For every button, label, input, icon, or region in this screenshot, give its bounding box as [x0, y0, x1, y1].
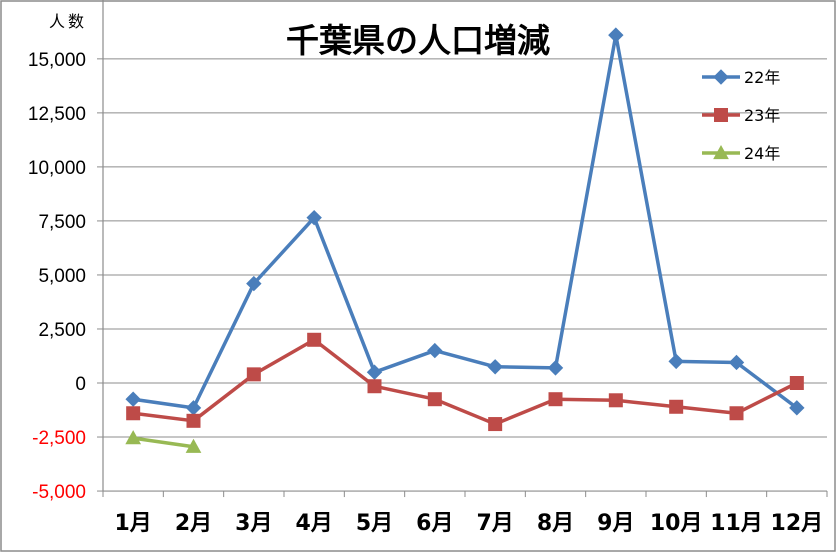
- data-point-marker: [126, 406, 141, 421]
- y-tick-label: 12,500: [28, 104, 86, 125]
- legend: 22年 23年 24年: [702, 68, 780, 163]
- y-tick-label: 15,000: [28, 50, 86, 71]
- data-point-marker: [427, 392, 442, 407]
- data-point-marker: [306, 209, 322, 226]
- x-tick-label: 5月: [356, 511, 393, 536]
- series-layer: [125, 27, 805, 453]
- x-tick-label: 2月: [175, 511, 212, 536]
- data-point-marker: [548, 392, 563, 407]
- x-tick-label: 12月: [771, 511, 824, 536]
- legend-label: 24年: [744, 144, 780, 163]
- series-2: [126, 332, 804, 432]
- data-point-marker: [789, 376, 804, 390]
- x-tick-label: 4月: [296, 511, 333, 536]
- y-tick-label: -5,000: [32, 482, 86, 503]
- data-point-marker: [608, 393, 623, 408]
- y-tick-label: 10,000: [28, 158, 86, 179]
- y-axis-label: 人数: [49, 12, 87, 31]
- data-point-marker: [728, 354, 745, 371]
- x-tick-label: 11月: [710, 511, 763, 536]
- y-tick-label: 7,500: [38, 212, 86, 233]
- data-point-marker: [547, 360, 564, 376]
- legend-item: 24年: [702, 144, 780, 163]
- data-point-marker: [186, 413, 201, 428]
- data-point-marker: [125, 391, 141, 407]
- data-point-marker: [789, 400, 805, 416]
- series-3: [125, 430, 202, 453]
- data-point-marker: [307, 332, 322, 347]
- axes: 15,000 12,500 10,000 7,500 5,000 2,500 0 -2,500…: [28, 0, 828, 536]
- legend-label: 22年: [744, 68, 780, 87]
- data-point-marker: [488, 417, 503, 432]
- chart-title: 千葉県の人口増減: [286, 21, 550, 60]
- legend-item: 23年: [702, 106, 780, 125]
- data-point-marker: [668, 353, 684, 370]
- gridlines: [103, 58, 827, 438]
- data-point-marker: [427, 342, 443, 359]
- data-point-marker: [487, 359, 503, 375]
- data-point-marker: [367, 379, 382, 394]
- x-tick-label: 10月: [650, 511, 703, 536]
- data-point-marker: [125, 430, 142, 445]
- legend-swatch-marker: [713, 144, 729, 160]
- y-tick-label: 5,000: [38, 266, 86, 287]
- legend-label: 23年: [744, 106, 780, 125]
- x-tick-label: 9月: [597, 511, 634, 536]
- series-line: [132, 33, 798, 410]
- x-tick-label: 8月: [537, 511, 574, 536]
- y-tick-label: 2,500: [38, 320, 86, 341]
- data-point-marker: [185, 438, 202, 453]
- y-tick-label: -2,500: [32, 428, 86, 449]
- y-tick-label: 0: [75, 374, 86, 395]
- data-point-marker: [246, 367, 261, 382]
- x-tick-label: 3月: [235, 511, 272, 536]
- x-tick-label: 7月: [477, 511, 514, 536]
- data-point-marker: [669, 399, 684, 414]
- series-line: [132, 436, 194, 449]
- series-1: [125, 27, 805, 416]
- legend-item: 22年: [702, 68, 780, 87]
- data-point-marker: [246, 275, 262, 292]
- data-point-marker: [608, 27, 624, 43]
- legend-swatch-marker: [713, 69, 729, 85]
- series-line: [132, 338, 798, 426]
- data-point-marker: [366, 364, 383, 380]
- legend-swatch-marker: [714, 108, 728, 122]
- x-tick-label: 6月: [416, 511, 453, 536]
- x-tick-label: 1月: [115, 511, 152, 536]
- data-point-marker: [729, 406, 744, 421]
